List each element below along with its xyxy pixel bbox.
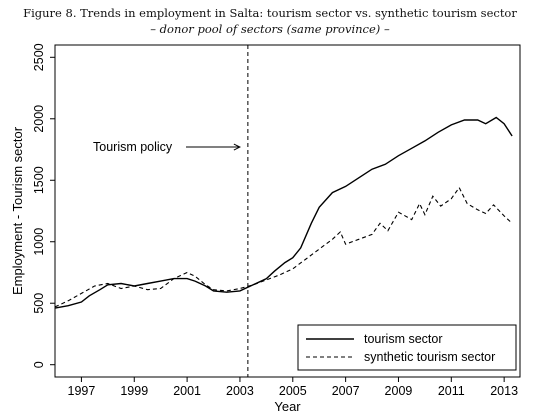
series-line-tourism-sector xyxy=(54,116,513,309)
series-line-synthetic-tourism-sector xyxy=(54,186,513,308)
x-tick-label: 1997 xyxy=(68,384,96,398)
y-tick-label: 1000 xyxy=(32,228,46,256)
policy-annotation-text: Tourism policy xyxy=(93,140,173,154)
y-axis-label: Employment - Tourism sector xyxy=(10,126,25,295)
y-axis: 0 500 1000 1500 2000 2500 xyxy=(32,43,55,368)
x-axis: 1997 1999 2001 2003 2005 2007 2009 2011 2013 xyxy=(68,377,518,398)
legend-label: tourism sector xyxy=(364,332,443,346)
legend: tourism sector synthetic tourism sector xyxy=(297,324,517,371)
x-tick-label: 1999 xyxy=(120,384,148,398)
y-tick-label: 2500 xyxy=(32,43,46,71)
plot-frame xyxy=(54,44,521,378)
y-tick-label: 2000 xyxy=(32,105,46,133)
series-layer xyxy=(54,116,513,309)
legend-label: synthetic tourism sector xyxy=(364,350,495,364)
annotation-layer: Tourism policy xyxy=(93,45,249,377)
x-tick-label: 2013 xyxy=(490,384,518,398)
x-tick-label: 2007 xyxy=(332,384,360,398)
figure-subtitle: – donor pool of sectors (same province) … xyxy=(150,22,390,36)
figure-title: Figure 8. Trends in employment in Salta:… xyxy=(23,6,517,20)
y-tick-label: 500 xyxy=(32,293,46,314)
x-tick-label: 2005 xyxy=(279,384,307,398)
x-tick-label: 2011 xyxy=(438,384,465,398)
x-axis-label: Year xyxy=(274,399,301,414)
y-tick-label: 1500 xyxy=(32,166,46,194)
y-tick-label: 0 xyxy=(32,361,46,368)
x-tick-label: 2001 xyxy=(173,384,201,398)
policy-arrow-head xyxy=(233,143,241,151)
x-tick-label: 2003 xyxy=(226,384,254,398)
x-tick-label: 2009 xyxy=(385,384,413,398)
legend-box xyxy=(297,324,517,371)
